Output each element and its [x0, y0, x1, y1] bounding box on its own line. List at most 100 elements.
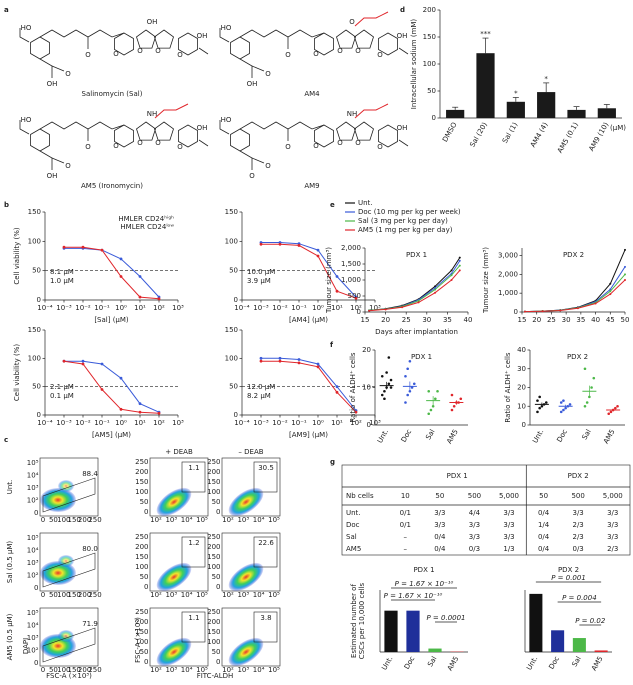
point [297, 361, 301, 365]
tick-label: 0 [34, 659, 38, 667]
y-tick-label: 50 [229, 383, 238, 391]
x-tick-label: AM5 (0.1) [556, 121, 580, 155]
ring [354, 29, 374, 49]
point [624, 248, 626, 251]
table-cell: 3/3 [434, 509, 445, 517]
tick-label: 10² [27, 572, 39, 580]
tick-label: 10⁴ [27, 472, 39, 480]
group-header: PDX 2 [568, 472, 589, 480]
tick-label: 100 [57, 666, 70, 674]
point [385, 371, 388, 374]
structure-name: AM4 [304, 90, 320, 98]
ring [114, 32, 134, 56]
panel-label: a [4, 6, 9, 14]
y-tick-label: 0 [432, 114, 436, 122]
panel-label: e [330, 201, 335, 209]
atom-label: O [85, 143, 91, 151]
point [380, 393, 384, 397]
acid-chain [39, 150, 53, 170]
point [624, 273, 626, 276]
y-tick-label: 1,000 [498, 289, 518, 297]
atom-label: O [355, 139, 361, 147]
y-tick-label: 2,000 [498, 270, 518, 278]
atom-label: O [137, 47, 143, 55]
y-tick-label: 100 [28, 354, 41, 362]
y-tick-label: 150 [28, 326, 41, 334]
chart-title: PDX 2 [567, 353, 588, 361]
table-cell: 0/4 [434, 533, 446, 541]
point [81, 245, 85, 249]
tick-label: 250 [135, 458, 148, 466]
point [383, 397, 386, 401]
tick-label: 10⁴ [27, 622, 39, 630]
tick-label: 10³ [165, 666, 177, 674]
x-tick-label: Sal (20) [468, 121, 489, 149]
point [592, 376, 596, 380]
point [434, 397, 437, 401]
point [616, 404, 619, 408]
y-tick-label: 150 [225, 326, 238, 334]
table-cell: 0/4 [538, 533, 550, 541]
point [544, 401, 548, 404]
x-tick-label: 10³ [369, 304, 381, 312]
acid-bond [51, 157, 65, 164]
point [316, 365, 320, 369]
ring [178, 32, 198, 56]
y-tick-label: 0 [234, 296, 238, 304]
column-header: 10 [401, 492, 410, 500]
tick-label: 200 [78, 666, 91, 674]
atom-label: O [313, 142, 319, 150]
column-label: – DEAB [238, 448, 263, 456]
side-chain [198, 47, 209, 55]
point [157, 411, 161, 415]
atom-label: O [65, 70, 71, 78]
x-tick-label: 10⁻² [75, 304, 91, 312]
x-tick-label: 20 [381, 316, 390, 324]
x-tick-label: 10⁻⁴ [234, 304, 250, 312]
x-tick-label: 10⁻⁴ [37, 419, 53, 427]
x-tick-label: AM9 (10) [587, 121, 610, 153]
point [523, 310, 526, 313]
density [156, 637, 192, 667]
ring [354, 121, 374, 141]
column-header: 5,000 [499, 492, 519, 500]
y-tick-label: 0 [37, 411, 41, 419]
tick-label: 10⁵ [196, 516, 208, 524]
point [583, 367, 587, 371]
gate [253, 536, 278, 568]
legend-label: AM5 (1 mg per kg per day) [358, 226, 453, 234]
ring [378, 124, 398, 148]
panel-label: g [330, 458, 335, 466]
x-axis-label: Days after implantation [375, 328, 458, 336]
x-tick-label: 40 [464, 316, 473, 324]
unit-label: (μM) [610, 124, 626, 132]
series-line [369, 270, 461, 312]
x-tick-label: 10⁻¹ [291, 419, 307, 427]
atom-label: OH [247, 80, 258, 88]
tick-label: 10² [222, 516, 234, 524]
point [387, 356, 391, 359]
tick-label: 10² [27, 497, 39, 505]
atom-label: O [355, 47, 361, 55]
tick-label: 250 [207, 533, 220, 541]
tick-label: 150 [68, 591, 81, 599]
point [406, 393, 409, 397]
tick-label: 10⁴ [27, 547, 39, 555]
point [452, 404, 456, 408]
ring [114, 124, 134, 148]
tick-label: 50 [140, 648, 149, 656]
bar [446, 109, 465, 118]
atom-label: O [137, 139, 143, 147]
point [316, 362, 320, 366]
y-tick-label: 0 [357, 308, 361, 316]
point [138, 295, 142, 299]
density [58, 630, 74, 642]
point [387, 382, 391, 386]
axis-label: DAPI [22, 638, 30, 654]
point [417, 299, 420, 302]
tick-label: 200 [207, 468, 220, 476]
tick-label: 100 [135, 563, 148, 571]
tick-label: 10³ [27, 634, 39, 642]
ring [30, 36, 50, 60]
atom-label: O [155, 139, 161, 147]
